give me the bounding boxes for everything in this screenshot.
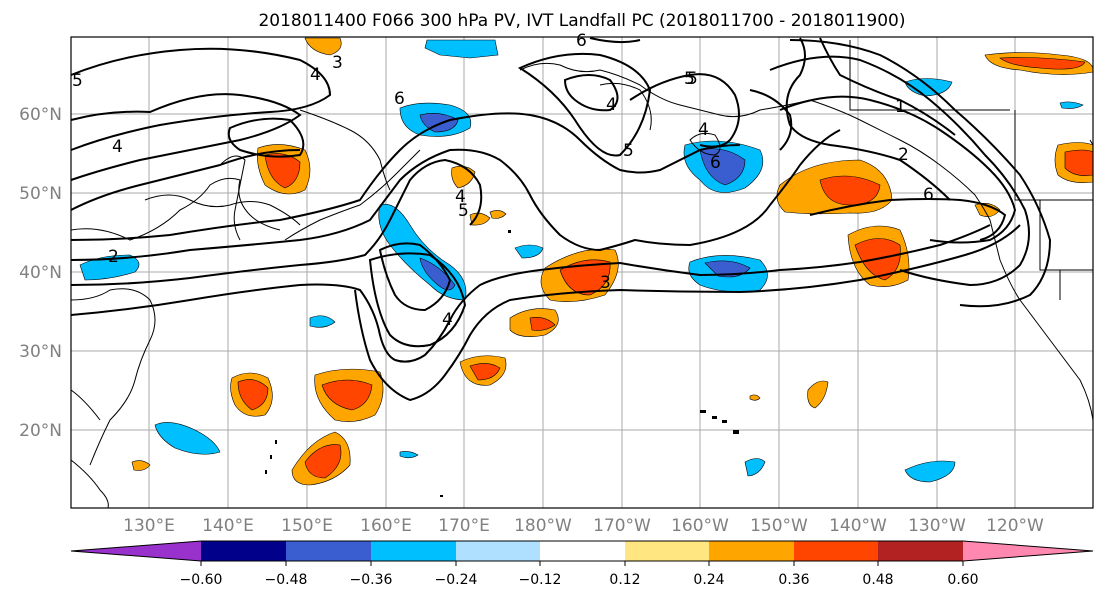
- contour-label: 1: [895, 97, 906, 117]
- contour-label: 2: [108, 247, 119, 267]
- colorbar-tick-label: 0.48: [862, 572, 893, 588]
- colorbar-segment: [963, 541, 1093, 561]
- colorbar-segment: [794, 541, 878, 561]
- latitude-labels: 60°N 50°N 40°N 30°N 20°N: [19, 105, 62, 441]
- lon-label: 140°E: [202, 516, 254, 536]
- lat-label: 50°N: [19, 184, 62, 204]
- contour-label: 6: [710, 153, 721, 173]
- colorbar-tick-label: −0.60: [180, 572, 223, 588]
- contour-label: 4: [606, 95, 617, 115]
- contour-label: 4: [112, 137, 123, 157]
- islands: [265, 230, 739, 497]
- colorbar-segment: [625, 541, 709, 561]
- colorbar-tick-label: −0.48: [265, 572, 308, 588]
- contour-label: 5: [72, 71, 83, 91]
- contour-label: 6: [576, 31, 587, 51]
- colorbar-segment: [286, 541, 371, 561]
- lat-label: 30°N: [19, 342, 62, 362]
- lon-label: 170°E: [438, 516, 490, 536]
- contour-label: 6: [923, 185, 934, 205]
- colorbar-tick-label: 0.60: [947, 572, 978, 588]
- lon-label: 120°W: [986, 516, 1044, 536]
- lon-label: 160°W: [671, 516, 729, 536]
- colorbar: −0.60 −0.48 −0.36 −0.24 −0.12 0.12 0.24 …: [70, 540, 1094, 588]
- contour-label: 3: [332, 53, 343, 73]
- contour-label: 2: [898, 145, 909, 165]
- contour-label: 4: [442, 310, 453, 330]
- contour-label: 4: [310, 65, 321, 85]
- colorbar-segments: [70, 540, 1094, 562]
- lat-label: 60°N: [19, 105, 62, 125]
- lat-label: 20°N: [19, 421, 62, 441]
- colorbar-segment: [371, 541, 456, 561]
- contour-label: 4: [698, 120, 709, 140]
- contour-label: 5: [684, 69, 695, 89]
- lon-label: 150°E: [281, 516, 333, 536]
- lon-label: 170°W: [593, 516, 651, 536]
- contour-label: 3: [600, 273, 611, 293]
- colorbar-segment: [71, 541, 201, 561]
- contour-label: 6: [394, 89, 405, 109]
- contour-label: 5: [687, 69, 698, 89]
- lon-label: 140°W: [829, 516, 887, 536]
- colorbar-tick-label: 0.36: [778, 572, 809, 588]
- colorbar-tick-label: 0.24: [693, 572, 724, 588]
- colorbar-segment: [540, 541, 625, 561]
- contour-labels: 2 3 5 4 6 5 5 4 4 5 4 6 6 1 2 3 5 6 4 4: [72, 31, 934, 330]
- colorbar-tick-label: −0.36: [350, 572, 393, 588]
- colorbar-ticks: [200, 561, 964, 566]
- lon-label: 180°W: [514, 516, 572, 536]
- colorbar-segment: [456, 541, 540, 561]
- lon-label: 150°W: [750, 516, 808, 536]
- longitude-labels: 130°E 140°E 150°E 160°E 170°E 180°W 170°…: [123, 516, 1044, 536]
- contour-label: 4: [455, 187, 466, 207]
- colorbar-tick-label: −0.24: [435, 572, 478, 588]
- colorbar-tick-label: −0.12: [519, 572, 562, 588]
- contour-label: 5: [623, 141, 634, 161]
- lat-label: 40°N: [19, 263, 62, 283]
- lon-label: 130°E: [123, 516, 175, 536]
- contour-label: 5: [458, 201, 469, 221]
- colorbar-segment: [201, 541, 286, 561]
- lon-label: 160°E: [360, 516, 412, 536]
- positive-anomaly-fills: [131, 37, 1094, 486]
- colorbar-segment: [878, 541, 963, 561]
- map-panel: 2 3 5 4 6 5 5 4 4 5 4 6 6 1 2 3 5 6 4 4: [70, 31, 1094, 509]
- figure-title: 2018011400 F066 300 hPa PV, IVT Landfall…: [258, 11, 905, 31]
- pv-contours: [70, 37, 1052, 402]
- colorbar-segment: [709, 541, 794, 561]
- lon-label: 130°W: [908, 516, 966, 536]
- colorbar-tick-label: 0.12: [609, 572, 640, 588]
